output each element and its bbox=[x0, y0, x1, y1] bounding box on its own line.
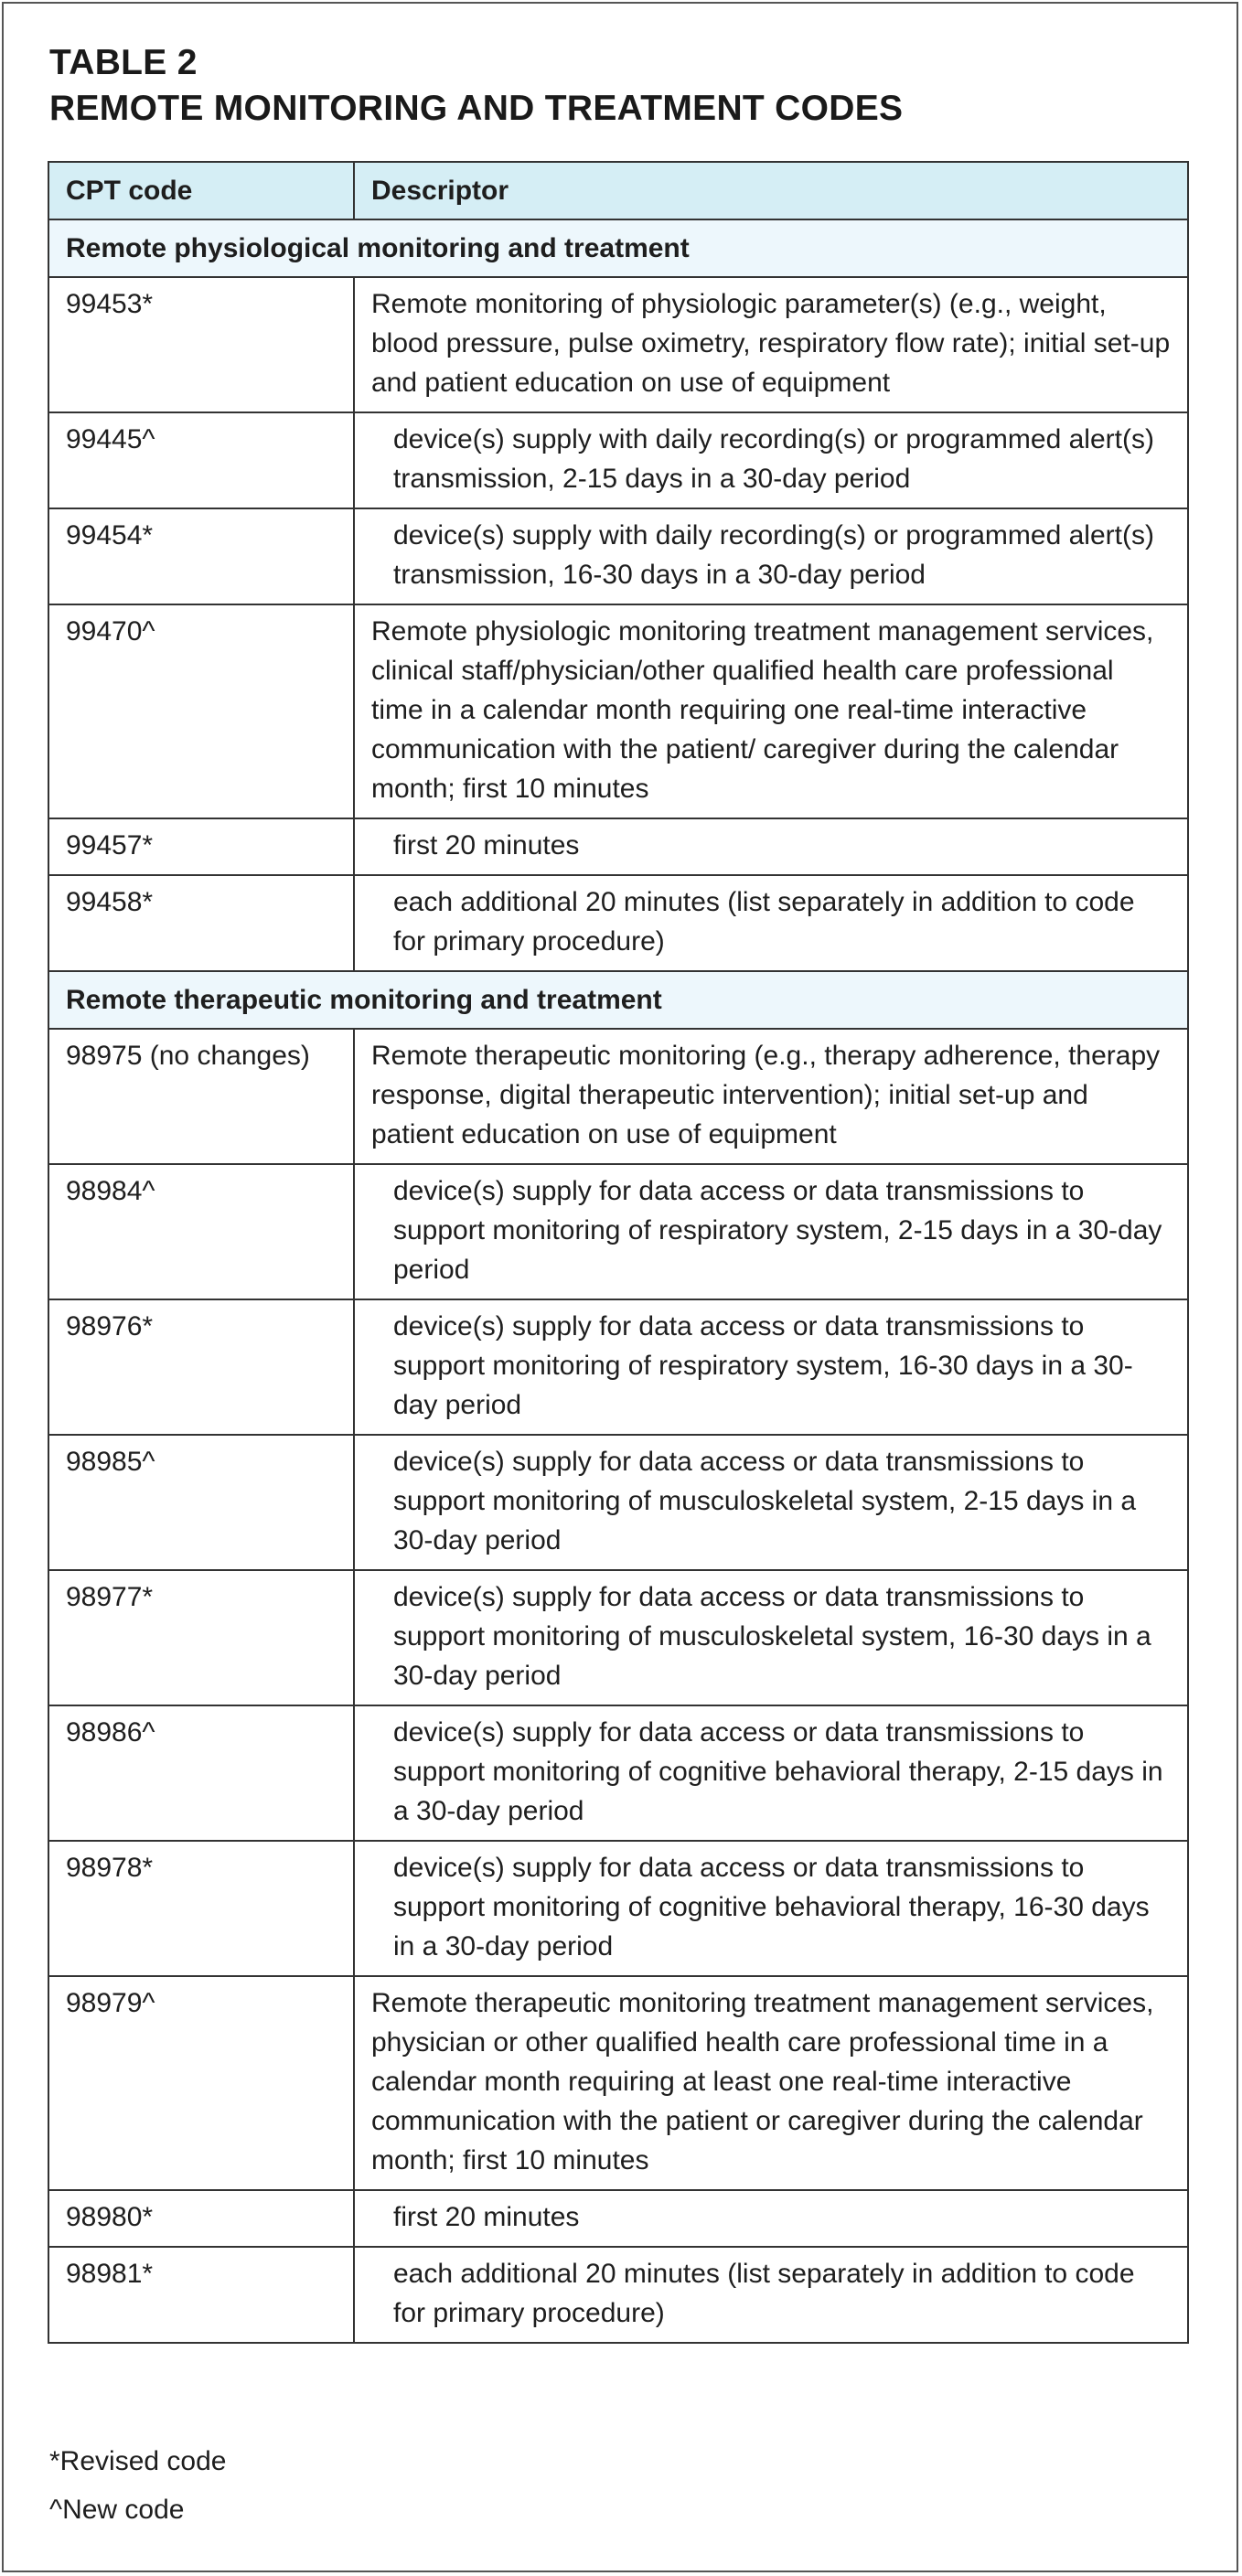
descriptor-cell: device(s) supply for data access or data… bbox=[353, 1434, 1189, 1571]
cpt-code-cell: 98975 (no changes) bbox=[48, 1028, 355, 1165]
descriptor-cell: Remote monitoring of physiologic paramet… bbox=[353, 276, 1189, 413]
table-row: 99445^ device(s) supply with daily record… bbox=[48, 412, 1189, 509]
descriptor-cell: device(s) supply for data access or data… bbox=[353, 1299, 1189, 1436]
descriptor-cell: each additional 20 minutes (list separat… bbox=[353, 2246, 1189, 2344]
section-row: Remote therapeutic monitoring and treatm… bbox=[48, 970, 1189, 1030]
descriptor-cell: device(s) supply for data access or data… bbox=[353, 1163, 1189, 1300]
descriptor-cell: device(s) supply for data access or data… bbox=[353, 1840, 1189, 1977]
table-row: 98985^ device(s) supply for data access o… bbox=[48, 1434, 1189, 1571]
footnote-revised: *Revised code bbox=[49, 2446, 227, 2476]
cpt-code-cell: 99457* bbox=[48, 818, 355, 876]
table-row: 98978* device(s) supply for data access o… bbox=[48, 1840, 1189, 1977]
table-row: 99457* first 20 minutes bbox=[48, 818, 1189, 876]
descriptor-cell: device(s) supply for data access or data… bbox=[353, 1569, 1189, 1706]
section-row: Remote physiological monitoring and trea… bbox=[48, 219, 1189, 278]
table-number: TABLE 2 bbox=[49, 43, 198, 82]
table-row: 98979^ Remote therapeutic monitoring trea… bbox=[48, 1975, 1189, 2191]
descriptor-cell: device(s) supply with daily recording(s)… bbox=[353, 508, 1189, 605]
table-row: 99458* each additional 20 minutes (list s… bbox=[48, 874, 1189, 972]
table-caption: REMOTE MONITORING AND TREATMENT CODES bbox=[49, 89, 904, 128]
section-title: Remote physiological monitoring and trea… bbox=[48, 219, 1189, 278]
cpt-code-cell: 98985^ bbox=[48, 1434, 355, 1571]
descriptor-cell: device(s) supply with daily recording(s)… bbox=[353, 412, 1189, 509]
table-row: 99454* device(s) supply with daily record… bbox=[48, 508, 1189, 605]
table-row: 98981* each additional 20 minutes (list s… bbox=[48, 2246, 1189, 2344]
descriptor-cell: device(s) supply for data access or data… bbox=[353, 1705, 1189, 1842]
cpt-code-cell: 99453* bbox=[48, 276, 355, 413]
cpt-code-cell: 98976* bbox=[48, 1299, 355, 1436]
cpt-code-cell: 98977* bbox=[48, 1569, 355, 1706]
descriptor-cell: Remote physiologic monitoring treatment … bbox=[353, 604, 1189, 819]
section-title: Remote therapeutic monitoring and treatm… bbox=[48, 970, 1189, 1030]
cpt-code-cell: 98981* bbox=[48, 2246, 355, 2344]
header-descriptor: Descriptor bbox=[353, 161, 1189, 220]
descriptor-cell: each additional 20 minutes (list separat… bbox=[353, 874, 1189, 972]
table-row: 98986^ device(s) supply for data access o… bbox=[48, 1705, 1189, 1842]
table-title: TABLE 2 REMOTE MONITORING AND TREATMENT … bbox=[49, 40, 903, 132]
footnote-new: ^New code bbox=[49, 2495, 185, 2525]
cpt-code-cell: 98986^ bbox=[48, 1705, 355, 1842]
cpt-code-cell: 99470^ bbox=[48, 604, 355, 819]
table-row: 98976* device(s) supply for data access o… bbox=[48, 1299, 1189, 1436]
cpt-code-cell: 98984^ bbox=[48, 1163, 355, 1300]
cpt-code-cell: 98978* bbox=[48, 1840, 355, 1977]
descriptor-cell: first 20 minutes bbox=[353, 818, 1189, 876]
cpt-code-cell: 99445^ bbox=[48, 412, 355, 509]
cpt-code-cell: 98979^ bbox=[48, 1975, 355, 2191]
table-row: 98975 (no changes) Remote therapeutic mon… bbox=[48, 1028, 1189, 1165]
table-row: 98977* device(s) supply for data access o… bbox=[48, 1569, 1189, 1706]
cpt-code-cell: 98980* bbox=[48, 2189, 355, 2248]
table-row: 98984^ device(s) supply for data access o… bbox=[48, 1163, 1189, 1300]
table-row: 98980* first 20 minutes bbox=[48, 2189, 1189, 2248]
cpt-code-cell: 99458* bbox=[48, 874, 355, 972]
descriptor-cell: first 20 minutes bbox=[353, 2189, 1189, 2248]
table-header-row: CPT code Descriptor bbox=[48, 161, 1189, 220]
table-row: 99470^ Remote physiologic monitoring trea… bbox=[48, 604, 1189, 819]
table-row: 99453* Remote monitoring of physiologic p… bbox=[48, 276, 1189, 413]
cpt-codes-table: CPT code Descriptor Remote physiological… bbox=[48, 161, 1189, 2344]
descriptor-cell: Remote therapeutic monitoring treatment … bbox=[353, 1975, 1189, 2191]
descriptor-cell: Remote therapeutic monitoring (e.g., the… bbox=[353, 1028, 1189, 1165]
header-cpt-code: CPT code bbox=[48, 161, 355, 220]
cpt-code-cell: 99454* bbox=[48, 508, 355, 605]
